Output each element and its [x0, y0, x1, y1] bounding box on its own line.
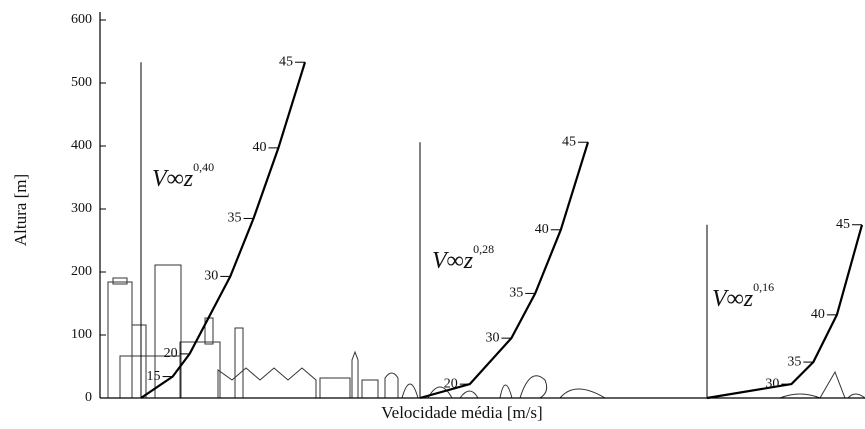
speed-label: 45 [836, 217, 850, 232]
formula-base: V∞z [152, 166, 194, 192]
speed-label: 35 [227, 211, 241, 226]
speed-label: 45 [279, 54, 293, 69]
formula: V∞z0,28 [432, 242, 494, 274]
wind-profile [419, 141, 590, 400]
formula-base: V∞z [432, 248, 474, 274]
formula-exponent: 0,16 [753, 280, 774, 294]
speed-label: 35 [509, 286, 523, 301]
speed-label: 35 [787, 354, 801, 369]
y-tick-label: 300 [71, 201, 92, 216]
y-tick-label: 600 [71, 12, 92, 27]
x-axis-label: Velocidade média [m/s] [381, 403, 542, 422]
y-tick-label: 400 [71, 138, 92, 153]
formula: V∞z0,40 [152, 160, 214, 192]
y-tick-label: 100 [71, 327, 92, 342]
y-tick-label: 0 [85, 390, 92, 405]
formula-base: V∞z [712, 286, 754, 312]
speed-label: 30 [765, 376, 779, 391]
speed-label: 30 [485, 330, 499, 345]
speed-label: 45 [562, 134, 576, 149]
speed-label: 15 [147, 369, 161, 384]
formula: V∞z0,16 [712, 280, 774, 312]
y-tick-label: 200 [71, 264, 92, 279]
speed-label: 30 [204, 269, 218, 284]
y-tick-label: 500 [71, 75, 92, 90]
speed-label: 20 [444, 376, 458, 391]
speed-label: 40 [252, 140, 266, 155]
speed-label: 20 [164, 346, 178, 361]
y-axis-label: Altura [m] [11, 174, 30, 246]
speed-label: 40 [535, 222, 549, 237]
speed-label: 40 [811, 307, 825, 322]
formula-exponent: 0,28 [473, 242, 494, 256]
formula-exponent: 0,40 [193, 160, 214, 174]
